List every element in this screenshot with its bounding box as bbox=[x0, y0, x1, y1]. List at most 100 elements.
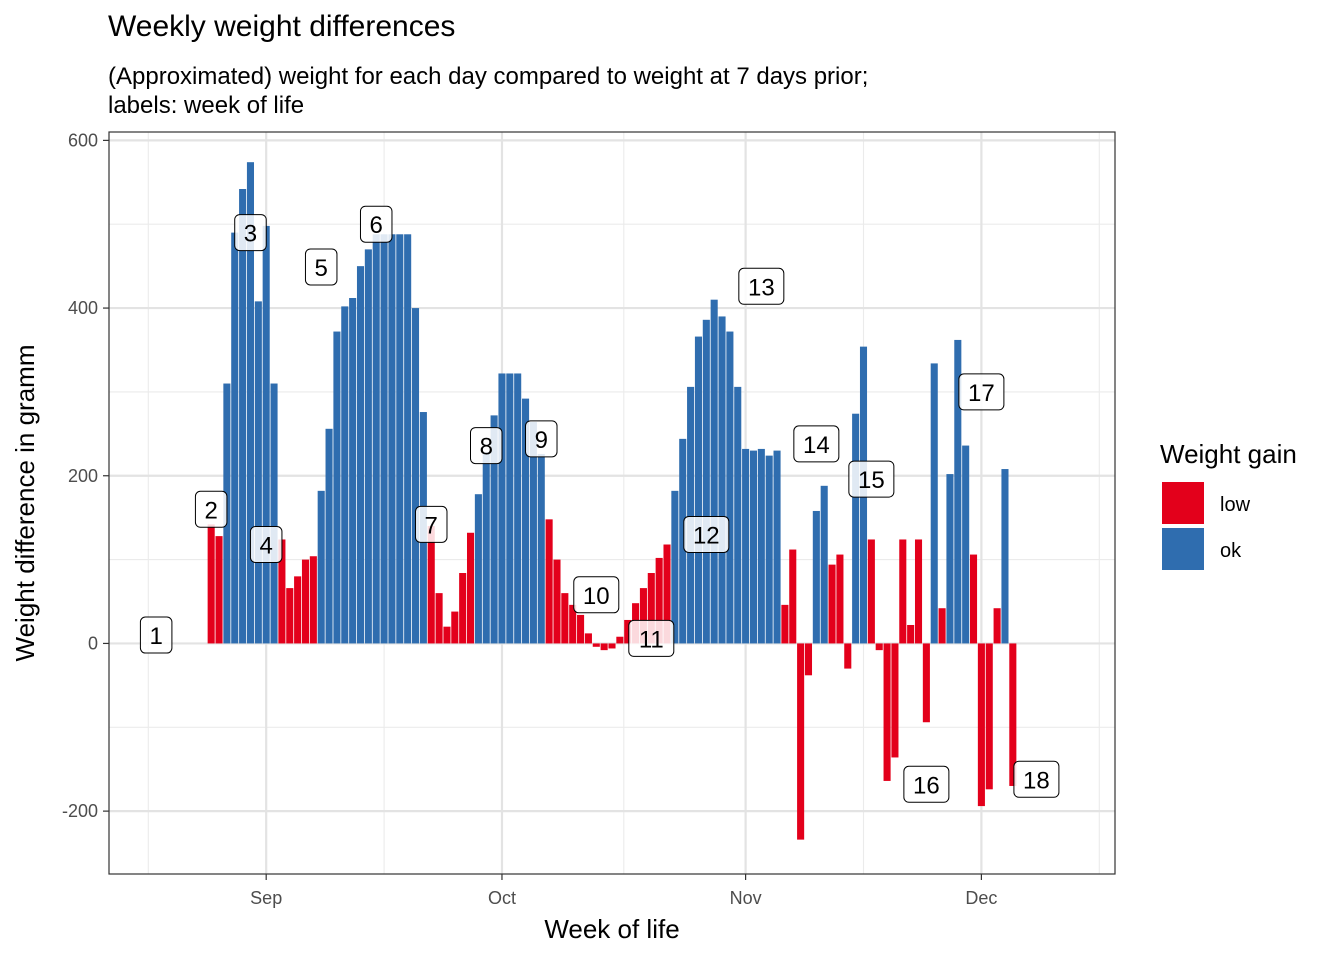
week-label-10: 10 bbox=[573, 576, 620, 614]
bar-low bbox=[899, 539, 907, 644]
bar-ok bbox=[482, 452, 490, 644]
week-label-15: 15 bbox=[848, 460, 895, 498]
bar-ok bbox=[506, 373, 514, 644]
week-label-box bbox=[249, 526, 283, 564]
week-label-box bbox=[234, 214, 267, 252]
week-label-13: 13 bbox=[738, 267, 785, 305]
bar-low bbox=[301, 559, 310, 644]
week-label-2: 2 bbox=[194, 490, 228, 528]
bar-low bbox=[459, 573, 467, 644]
legend-key-low bbox=[1162, 482, 1204, 524]
bar-low bbox=[215, 536, 223, 644]
bar-ok bbox=[946, 474, 954, 644]
bar-ok bbox=[671, 490, 679, 644]
bar-low bbox=[443, 626, 451, 644]
bar-low bbox=[663, 544, 671, 644]
bar-ok bbox=[231, 232, 239, 644]
chart-title: Weekly weight differences bbox=[108, 10, 456, 43]
week-label-text: 14 bbox=[803, 432, 830, 459]
week-label-box bbox=[359, 205, 393, 243]
week-label-box bbox=[573, 576, 620, 614]
bar-ok bbox=[411, 308, 420, 644]
week-label-box bbox=[628, 619, 675, 657]
bar-low bbox=[545, 519, 553, 644]
week-label-text: 11 bbox=[639, 626, 664, 653]
bar-ok bbox=[356, 266, 365, 644]
week-label-4: 4 bbox=[249, 526, 283, 564]
bar-low bbox=[584, 633, 592, 644]
bar-low bbox=[466, 532, 475, 644]
bar-ok bbox=[679, 438, 687, 644]
y-tick-label: -200 bbox=[62, 801, 98, 821]
bar-low bbox=[592, 643, 600, 647]
y-tick-label: 0 bbox=[88, 633, 98, 653]
legend-label-ok: ok bbox=[1220, 540, 1242, 562]
bar-low bbox=[789, 549, 797, 644]
week-label-7: 7 bbox=[414, 505, 448, 543]
bars bbox=[207, 162, 1017, 840]
bar-low bbox=[553, 559, 561, 644]
bar-ok bbox=[687, 386, 695, 644]
x-tick-label: Sep bbox=[250, 888, 282, 908]
bar-low bbox=[828, 564, 836, 644]
legend-label-low: low bbox=[1220, 494, 1251, 516]
week-label-box bbox=[1013, 760, 1060, 798]
week-label-text: 18 bbox=[1023, 767, 1050, 794]
bar-ok bbox=[246, 162, 255, 644]
bar-low bbox=[844, 643, 852, 669]
week-label-8: 8 bbox=[470, 427, 503, 465]
bar-low bbox=[569, 604, 577, 644]
bar-low bbox=[883, 643, 891, 781]
bar-low bbox=[797, 643, 805, 840]
bar-ok bbox=[742, 448, 750, 644]
legend-title: Weight gain bbox=[1160, 439, 1297, 469]
week-label-box bbox=[848, 460, 895, 498]
bar-low bbox=[781, 604, 789, 644]
week-label-box bbox=[793, 425, 840, 463]
week-label-text: 15 bbox=[858, 467, 885, 494]
bar-ok bbox=[702, 319, 710, 644]
bar-ok bbox=[490, 415, 498, 644]
bar-low bbox=[969, 554, 978, 644]
legend: Weight gain low ok bbox=[1160, 439, 1297, 570]
bar-low bbox=[608, 643, 616, 649]
bar-low bbox=[561, 593, 569, 644]
week-label-16: 16 bbox=[903, 765, 950, 803]
week-label-box bbox=[903, 765, 950, 803]
bar-ok bbox=[710, 299, 718, 644]
week-label-box bbox=[738, 267, 785, 305]
bar-ok bbox=[254, 301, 262, 644]
week-label-text: 6 bbox=[370, 212, 383, 239]
bar-ok bbox=[372, 234, 380, 644]
week-label-box bbox=[683, 515, 730, 553]
bar-ok bbox=[349, 298, 357, 644]
week-label-text: 12 bbox=[693, 522, 720, 549]
bar-low bbox=[985, 643, 993, 790]
bar-low bbox=[922, 643, 930, 723]
x-tick-label: Nov bbox=[730, 888, 762, 908]
x-axis: Sep Oct Nov Dec bbox=[250, 874, 997, 908]
bar-ok bbox=[380, 234, 388, 644]
week-label-1: 1 bbox=[139, 616, 173, 654]
bar-ok bbox=[726, 331, 734, 644]
week-label-box bbox=[194, 490, 228, 528]
week-label-text: 5 bbox=[315, 255, 328, 282]
bar-low bbox=[616, 636, 624, 644]
bar-low bbox=[278, 539, 286, 644]
week-label-12: 12 bbox=[683, 515, 730, 553]
bar-ok bbox=[498, 373, 506, 644]
week-label-text: 9 bbox=[535, 427, 548, 454]
bar-ok bbox=[388, 234, 396, 644]
bar-ok bbox=[270, 383, 278, 644]
bar-ok bbox=[718, 316, 726, 644]
bar-ok bbox=[333, 331, 341, 644]
bar-ok bbox=[325, 428, 333, 644]
bar-low bbox=[914, 539, 923, 644]
week-label-box bbox=[414, 505, 448, 543]
week-label-text: 13 bbox=[748, 274, 775, 301]
bar-ok bbox=[852, 413, 860, 644]
bar-ok bbox=[262, 225, 270, 644]
week-label-text: 3 bbox=[244, 221, 257, 248]
bar-ok bbox=[537, 453, 545, 644]
